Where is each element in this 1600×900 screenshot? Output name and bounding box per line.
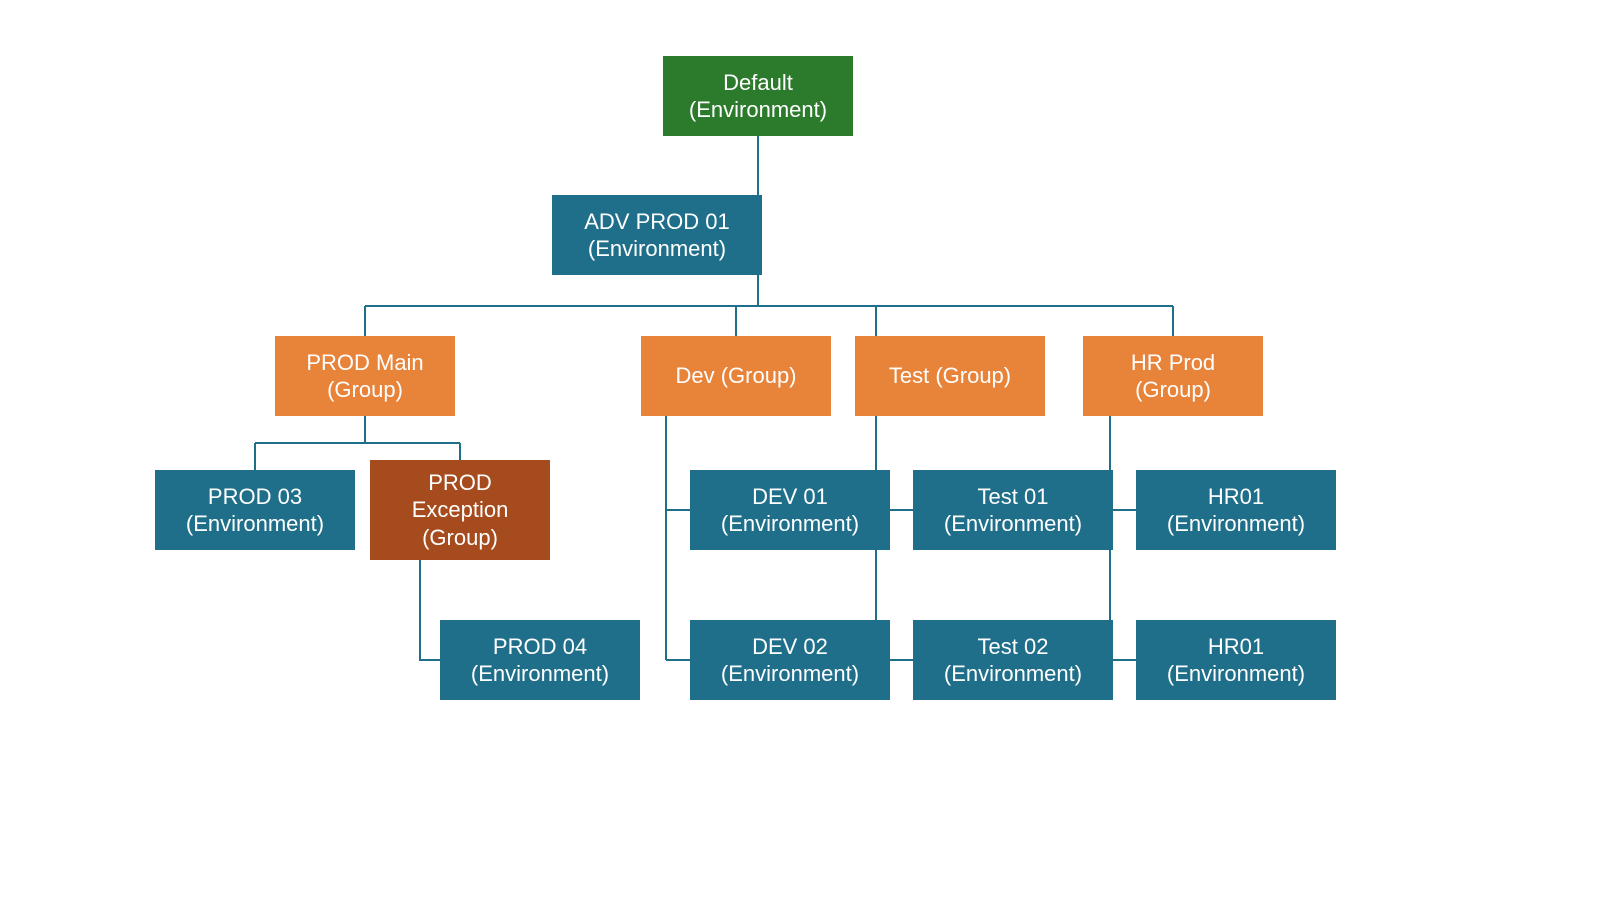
node-dev02-line1: DEV 02 [752,633,828,661]
node-default: Default(Environment) [663,56,853,136]
node-hr01b-line1: HR01 [1208,633,1264,661]
node-dev01-line1: DEV 01 [752,483,828,511]
node-prod03: PROD 03(Environment) [155,470,355,550]
connector [420,560,440,660]
node-prod04-line1: PROD 04 [493,633,587,661]
node-advprod01-line2: (Environment) [588,235,726,263]
node-default-line1: Default [723,69,793,97]
node-hr01b-line2: (Environment) [1167,660,1305,688]
node-hrprod: HR Prod(Group) [1083,336,1263,416]
node-default-line2: (Environment) [689,96,827,124]
diagram-canvas: Default(Environment)ADV PROD 01(Environm… [0,0,1600,900]
node-prod04: PROD 04(Environment) [440,620,640,700]
node-prod03-line2: (Environment) [186,510,324,538]
node-dev-line1: Dev (Group) [675,362,796,390]
node-test-line1: Test (Group) [889,362,1011,390]
node-dev01-line2: (Environment) [721,510,859,538]
node-prodexc-line2: Exception [412,496,509,524]
node-hr01b: HR01(Environment) [1136,620,1336,700]
node-prodmain-line1: PROD Main [306,349,423,377]
node-test02-line2: (Environment) [944,660,1082,688]
node-test01-line1: Test 01 [978,483,1049,511]
node-hrprod-line2: (Group) [1135,376,1211,404]
node-prodmain: PROD Main(Group) [275,336,455,416]
node-test02: Test 02(Environment) [913,620,1113,700]
node-dev: Dev (Group) [641,336,831,416]
node-prod04-line2: (Environment) [471,660,609,688]
node-prod03-line1: PROD 03 [208,483,302,511]
node-test01-line2: (Environment) [944,510,1082,538]
node-hr01a-line2: (Environment) [1167,510,1305,538]
node-prodexc-line1: PROD [428,469,492,497]
node-test02-line1: Test 02 [978,633,1049,661]
node-test01: Test 01(Environment) [913,470,1113,550]
node-advprod01: ADV PROD 01(Environment) [552,195,762,275]
node-prodexc-line3: (Group) [422,524,498,552]
node-hrprod-line1: HR Prod [1131,349,1215,377]
node-dev02-line2: (Environment) [721,660,859,688]
node-prodmain-line2: (Group) [327,376,403,404]
node-dev02: DEV 02(Environment) [690,620,890,700]
node-advprod01-line1: ADV PROD 01 [584,208,730,236]
node-dev01: DEV 01(Environment) [690,470,890,550]
node-prodexc: PRODException(Group) [370,460,550,560]
node-hr01a-line1: HR01 [1208,483,1264,511]
node-test: Test (Group) [855,336,1045,416]
node-hr01a: HR01(Environment) [1136,470,1336,550]
